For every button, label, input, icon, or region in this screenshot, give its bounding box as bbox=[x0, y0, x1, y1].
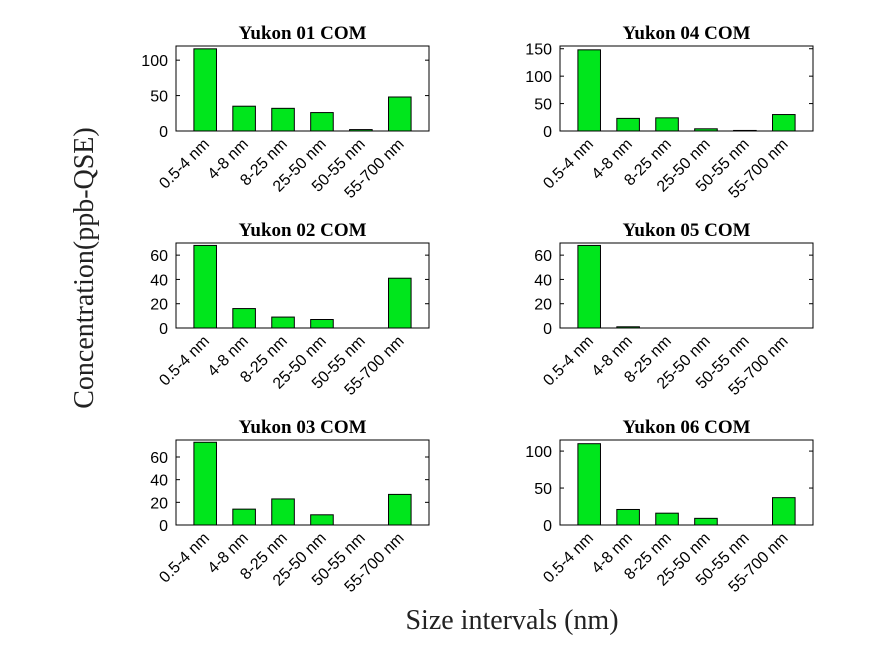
y-tick-label: 50 bbox=[150, 89, 168, 106]
y-tick-label: 0 bbox=[543, 321, 552, 338]
bar-25-50-nm bbox=[310, 514, 334, 526]
bar-4-8-nm bbox=[616, 508, 640, 526]
panel-title: Yukon 01 COM bbox=[238, 23, 366, 44]
category-label: 0.5-4 nm bbox=[156, 530, 213, 587]
panel-title: Yukon 03 COM bbox=[238, 417, 366, 438]
bar-4-8-nm bbox=[232, 105, 256, 132]
panel-title: Yukon 04 COM bbox=[622, 23, 750, 44]
y-tick-label: 0 bbox=[159, 124, 168, 141]
x-axis-title: Size intervals (nm) bbox=[405, 605, 618, 636]
bar-0-5-4-nm bbox=[577, 244, 601, 329]
bar-25-50-nm bbox=[310, 319, 334, 329]
y-tick-label: 150 bbox=[525, 42, 552, 59]
y-tick-label: 20 bbox=[534, 297, 552, 314]
bar-4-8-nm bbox=[232, 508, 256, 526]
plot-area bbox=[559, 242, 814, 329]
y-tick-label: 20 bbox=[150, 495, 168, 512]
panel-title: Yukon 06 COM bbox=[622, 417, 750, 438]
category-label: 0.5-4 nm bbox=[156, 333, 213, 390]
y-tick-label: 40 bbox=[150, 473, 168, 490]
bar-4-8-nm bbox=[616, 117, 640, 132]
category-label: 0.5-4 nm bbox=[540, 530, 597, 587]
y-tick-label: 60 bbox=[150, 248, 168, 265]
plot-area bbox=[175, 242, 430, 329]
bar-4-8-nm bbox=[232, 308, 256, 329]
bar-0-5-4-nm bbox=[193, 441, 217, 526]
bar-8-25-nm bbox=[271, 316, 295, 329]
bar-8-25-nm bbox=[271, 107, 295, 132]
bar-25-50-nm bbox=[310, 112, 334, 132]
y-tick-label: 50 bbox=[534, 97, 552, 114]
y-tick-label: 40 bbox=[150, 272, 168, 289]
y-tick-label: 100 bbox=[525, 69, 552, 86]
category-label: 0.5-4 nm bbox=[156, 136, 213, 193]
category-label: 0.5-4 nm bbox=[540, 136, 597, 193]
bar-0-5-4-nm bbox=[577, 443, 601, 526]
plot-area bbox=[559, 439, 814, 526]
bar-55-700-nm bbox=[388, 277, 412, 329]
panel-title: Yukon 02 COM bbox=[238, 220, 366, 241]
plot-area bbox=[559, 45, 814, 132]
y-tick-label: 100 bbox=[141, 53, 168, 70]
y-tick-label: 60 bbox=[534, 248, 552, 265]
bar-4-8-nm bbox=[616, 326, 640, 329]
bar-8-25-nm bbox=[655, 117, 679, 132]
bar-55-700-nm bbox=[388, 493, 412, 526]
y-axis-title: Concentration(ppb-QSE) bbox=[69, 127, 100, 409]
category-label: 0.5-4 nm bbox=[540, 333, 597, 390]
bar-25-50-nm bbox=[694, 517, 718, 526]
y-tick-label: 40 bbox=[534, 272, 552, 289]
bar-50-55-nm bbox=[733, 129, 757, 132]
y-tick-label: 60 bbox=[150, 450, 168, 467]
bar-55-700-nm bbox=[772, 497, 796, 526]
bar-0-5-4-nm bbox=[193, 48, 217, 132]
y-tick-label: 0 bbox=[543, 124, 552, 141]
bar-0-5-4-nm bbox=[193, 244, 217, 329]
bar-0-5-4-nm bbox=[577, 49, 601, 132]
bar-25-50-nm bbox=[694, 128, 718, 132]
y-tick-label: 100 bbox=[525, 444, 552, 461]
plot-area bbox=[175, 439, 430, 526]
y-tick-label: 20 bbox=[150, 297, 168, 314]
y-tick-label: 0 bbox=[159, 321, 168, 338]
panel-title: Yukon 05 COM bbox=[622, 220, 750, 241]
bar-55-700-nm bbox=[772, 114, 796, 132]
bar-55-700-nm bbox=[388, 96, 412, 132]
bar-50-55-nm bbox=[349, 129, 373, 132]
y-tick-label: 0 bbox=[543, 518, 552, 535]
y-tick-label: 50 bbox=[534, 481, 552, 498]
bar-8-25-nm bbox=[271, 498, 295, 526]
bar-8-25-nm bbox=[655, 512, 679, 526]
plot-area bbox=[175, 45, 430, 132]
y-tick-label: 0 bbox=[159, 518, 168, 535]
